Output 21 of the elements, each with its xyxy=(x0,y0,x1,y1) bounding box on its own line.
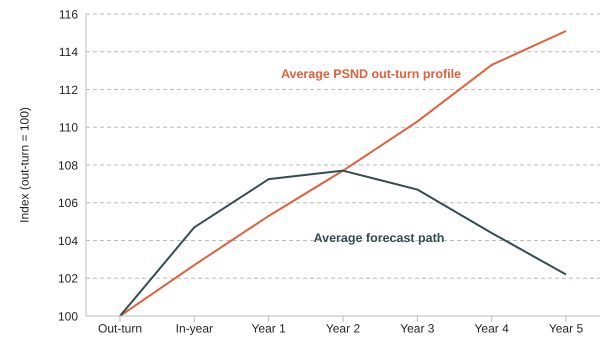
x-tick-label: Year 4 xyxy=(474,322,510,336)
y-tick-label: 110 xyxy=(58,120,78,135)
series-label: Average PSND out-turn profile xyxy=(280,66,462,81)
y-tick-label: 108 xyxy=(58,158,78,172)
y-tick-label: 112 xyxy=(58,82,78,97)
series-label: Average forecast path xyxy=(314,230,444,245)
x-tick-label: In-year xyxy=(176,322,214,336)
y-tick-label: 100 xyxy=(58,309,78,324)
x-tick-label: Out-turn xyxy=(98,322,142,336)
y-tick-label: 116 xyxy=(58,7,78,22)
y-axis-title: Index (out-turn = 100) xyxy=(17,107,32,223)
x-tick-label: Year 3 xyxy=(400,322,435,336)
x-tick-label: Year 2 xyxy=(326,322,360,336)
line-series xyxy=(119,30,567,316)
line-series xyxy=(119,170,567,316)
y-tick-label: 104 xyxy=(58,234,78,248)
y-tick-label: 114 xyxy=(58,45,78,60)
y-tick-label: 106 xyxy=(58,196,78,210)
y-tick-label: 102 xyxy=(58,272,78,286)
x-tick-label: Year 5 xyxy=(548,322,584,336)
x-tick-label: Year 1 xyxy=(252,322,286,336)
